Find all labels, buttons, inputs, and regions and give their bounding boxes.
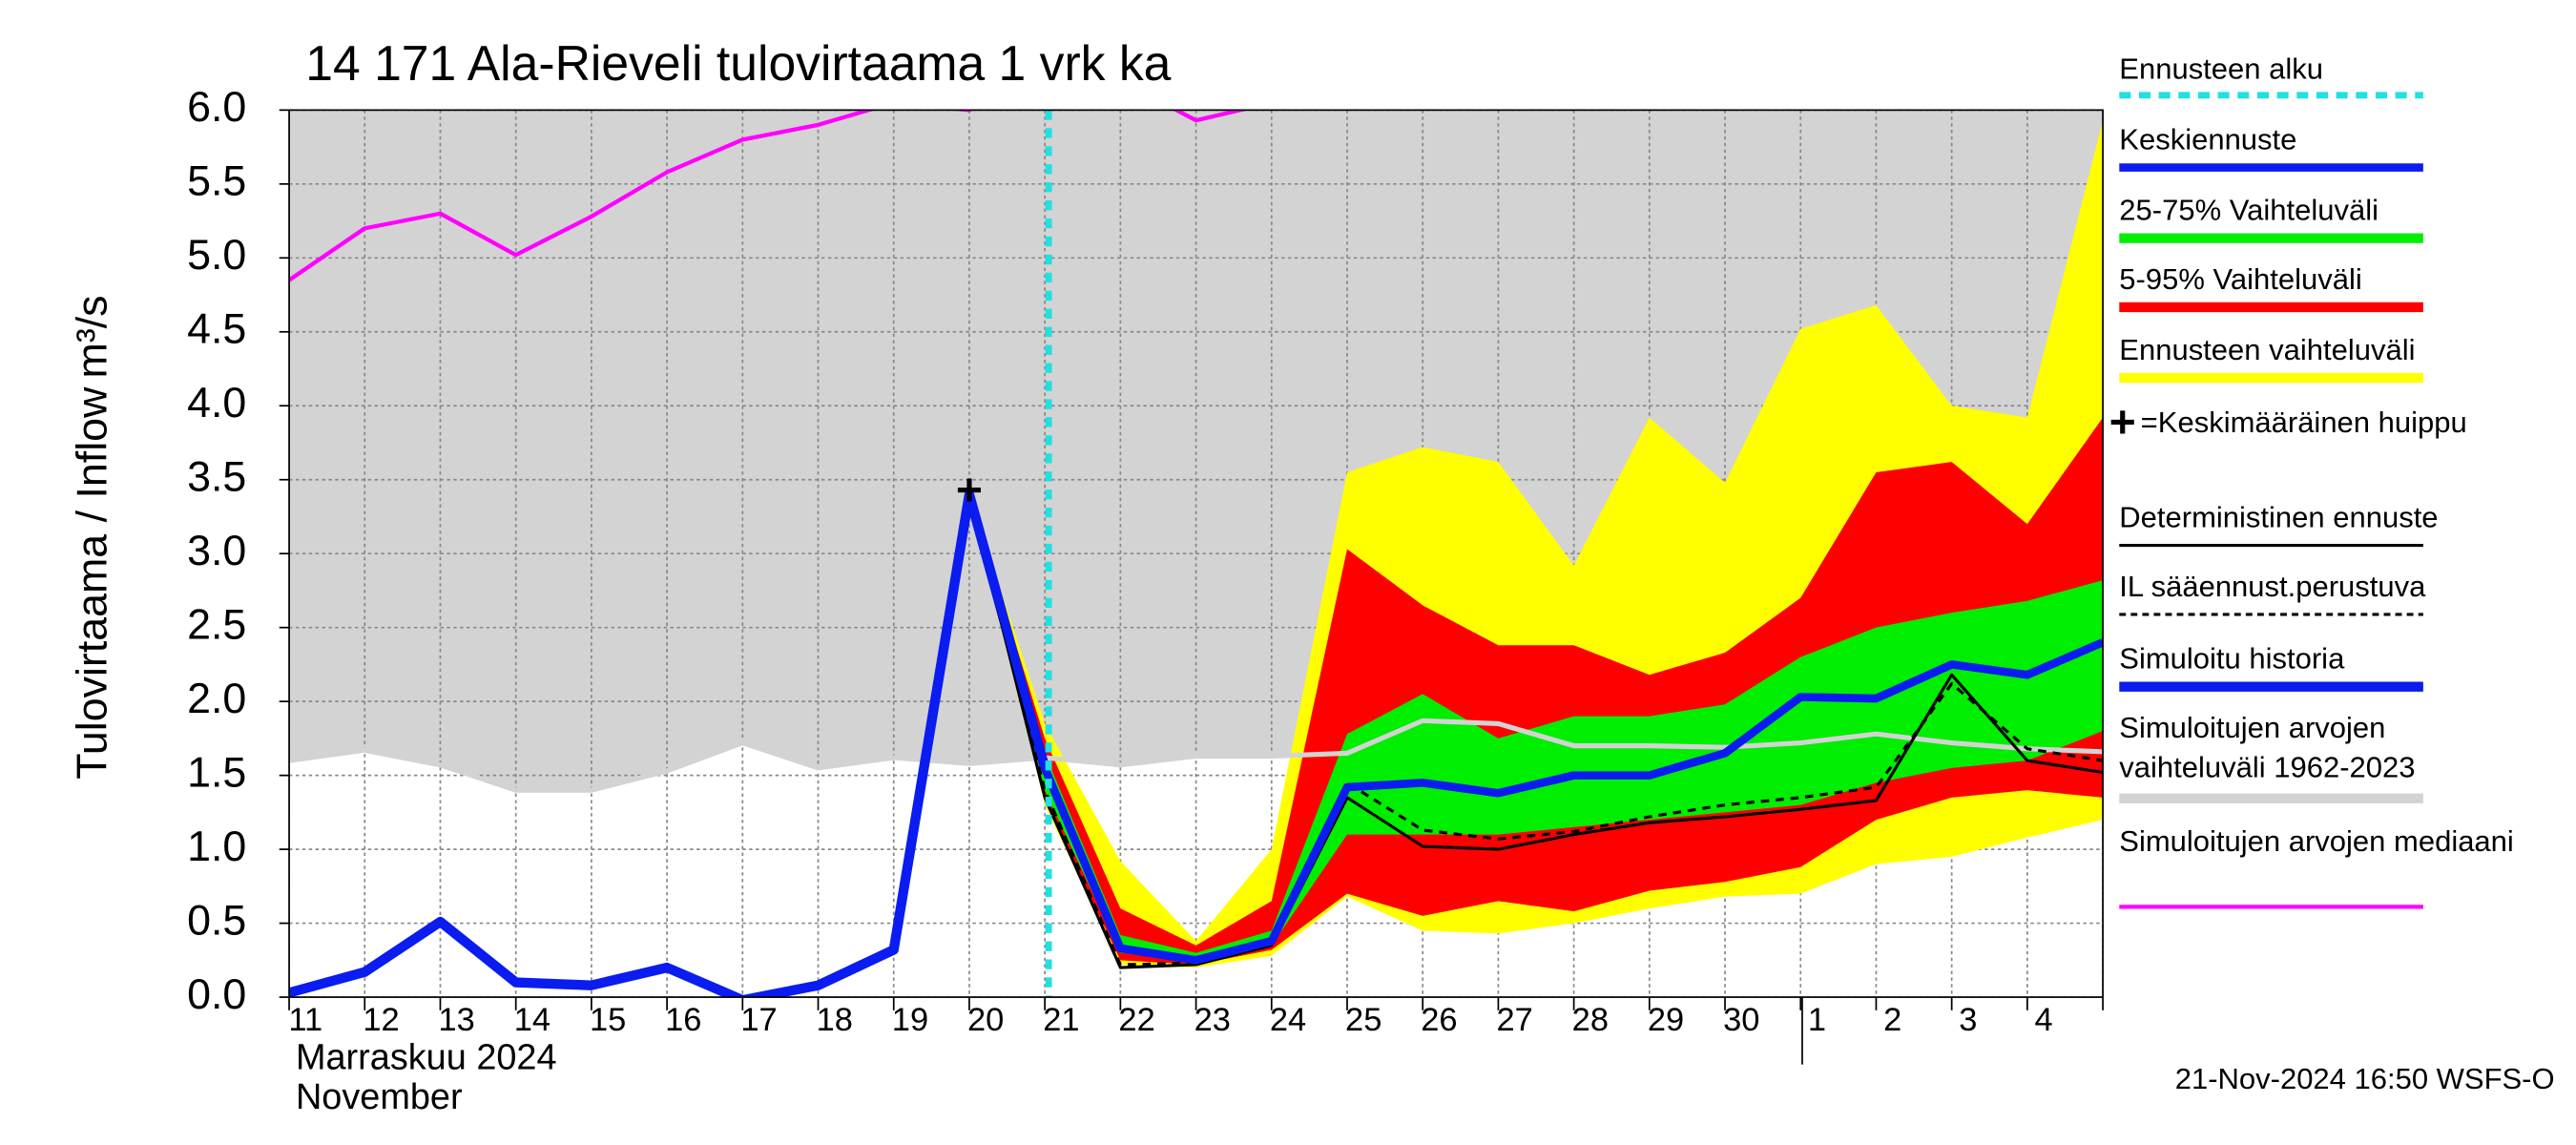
x-tick-label: 15 [590,1002,626,1038]
y-tick-label: 0.5 [187,896,246,944]
series-line [967,493,2104,967]
y-axis-label: Tulovirtaama / Inflow [69,386,116,780]
legend: Ennusteen alku Keskiennuste 25-75% Vaihtel… [2110,52,2514,909]
x-tick-label: 11 [288,1002,322,1038]
plot-area [289,110,2104,998]
month-label: Marraskuu 2024 [296,1037,557,1077]
x-tick-label: 29 [1648,1002,1684,1038]
x-tick-label: 28 [1572,1002,1609,1038]
y-axis-unit: m³/s [69,295,116,378]
x-tick-label: 3 [1959,1002,1977,1038]
axes: 0.0 0.5 1.0 1.5 2.0 2.5 3.0 3.5 4.0 4.5 5.0 5.5 6.0 1… [187,83,2104,1038]
x-tick-label: 30 [1723,1002,1759,1038]
series-line [289,489,1050,998]
legend-label: =Keskimääräinen huippu [2140,406,2467,439]
legend-label: 5-95% Vaihteluväli [2119,262,2362,296]
x-tick-label: 1 [1808,1002,1826,1038]
y-tick-label: 1.5 [187,748,246,796]
legend-item: 25-75% Vaihteluväli [2119,194,2379,227]
x-tick-label: 13 [439,1002,475,1038]
legend-label: Simuloitujen arvojen vaihteluväli 1962-2… [2119,711,2416,784]
x-tick-label: 27 [1496,1002,1532,1038]
series-line [289,110,1250,282]
x-tick-label: 24 [1270,1002,1306,1038]
peak-marker [957,478,981,502]
x-tick-label: 17 [740,1002,777,1038]
legend-label: IL sääennust.perustuva [2119,570,2426,603]
x-tick-label: 12 [363,1002,399,1038]
y-tick-label: 3.5 [187,453,246,501]
x-tick-label: 19 [892,1002,928,1038]
legend-item: Deterministinen ennuste [2119,501,2439,534]
legend-item: Ennusteen vaihteluväli [2119,333,2416,366]
legend-item: IL sääennust.perustuva [2119,570,2426,603]
band-area [968,417,2104,965]
x-tick-label: 16 [665,1002,701,1038]
x-tick-label: 14 [514,1002,551,1038]
legend-item: =Keskimääräinen huippu [2140,406,2467,439]
month-label-en: November [296,1077,463,1117]
legend-item: Simuloitu historia [2119,642,2345,676]
y-tick-label: 5.0 [187,231,246,279]
y-tick-label: 4.5 [187,305,246,353]
x-tick-label: 22 [1118,1002,1154,1038]
y-tick-label: 4.0 [187,379,246,427]
legend-peak-symbol [2110,410,2134,434]
y-tick-label: 6.0 [187,83,246,131]
x-tick-label: 4 [2035,1002,2053,1038]
legend-label: 25-75% Vaihteluväli [2119,194,2379,227]
x-tick-label: 23 [1195,1002,1231,1038]
x-tick-label: 2 [1883,1002,1901,1038]
legend-label: Keskiennuste [2119,123,2297,156]
y-tick-label: 1.0 [187,822,246,870]
x-tick-label: 25 [1345,1002,1381,1038]
legend-label: Simuloitujen arvojen mediaani [2119,824,2514,858]
legend-item: Simuloitujen arvojen mediaani [2119,824,2514,858]
x-tick-label: 18 [817,1002,853,1038]
y-tick-label: 2.5 [187,601,246,649]
x-tick-label: 20 [967,1002,1004,1038]
series-line [965,493,2104,965]
legend-label: Ennusteen vaihteluväli [2119,333,2416,366]
x-tick-label: 21 [1043,1002,1079,1038]
legend-label: Deterministinen ennuste [2119,501,2439,534]
footer: 21-Nov-2024 16:50 WSFS-O [2175,1062,2555,1095]
y-tick-label: 0.0 [187,970,246,1018]
legend-label: Simuloitu historia [2119,642,2345,676]
legend-item: Simuloitujen arvojen vaihteluväli 1962-2… [2119,711,2416,784]
y-tick-label: 3.0 [187,527,246,574]
y-tick-label: 5.5 [187,157,246,205]
range-edge [289,718,2104,793]
chart-title: 14 171 Ala-Rieveli tulovirtaama 1 vrk ka [305,35,1171,91]
y-tick-label: 2.0 [187,675,246,722]
band-area [968,494,2104,962]
legend-item: 5-95% Vaihteluväli [2119,262,2362,296]
x-tick-label: 26 [1421,1002,1457,1038]
legend-item: Ennusteen alku [2119,52,2323,86]
legend-label: Ennusteen alku [2119,52,2323,86]
legend-item: Keskiennuste [2119,123,2297,156]
